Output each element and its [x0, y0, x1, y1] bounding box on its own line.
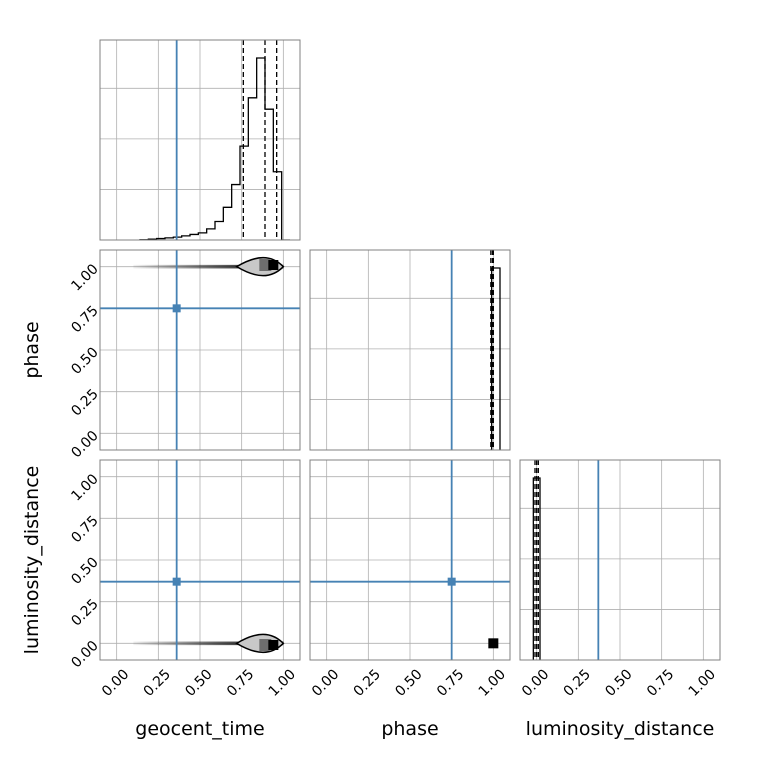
- x-tick-label: 0.25: [351, 666, 384, 699]
- x-axis-label-phase: phase: [381, 718, 438, 740]
- x-tick-label: 0.00: [519, 666, 552, 699]
- x-tick-label: 0.00: [309, 666, 342, 699]
- plot-area: [520, 460, 720, 660]
- x-tick-label: 0.75: [224, 666, 257, 699]
- y-tick-label: 0.75: [68, 303, 101, 336]
- truth-marker: [447, 577, 456, 586]
- y-tick-label: 0.25: [68, 386, 101, 419]
- posterior-mode-marker: [488, 638, 499, 649]
- plot-area: [310, 460, 510, 660]
- sample-density: [133, 641, 284, 646]
- diag-panel-phase: [309, 249, 511, 451]
- histogram-step: [139, 57, 290, 240]
- plot-area: [310, 250, 510, 450]
- x-tick-label: 0.00: [99, 666, 132, 699]
- sample-density: [133, 264, 284, 269]
- histogram-step: [490, 267, 501, 450]
- x-axis-label-geocent-time: geocent_time: [135, 718, 264, 740]
- diag-panel-geocent-time: [99, 39, 301, 241]
- truth-marker: [172, 304, 181, 313]
- panel-layer: 0.00 0.25 0.50 0.75 1.000.000.250.500.751.00…: [68, 39, 721, 700]
- plot-area: [100, 40, 300, 240]
- panel-frame: [99, 459, 301, 661]
- panel-frame: [309, 459, 511, 661]
- x-tick-label: 0.25: [561, 666, 594, 699]
- x-tick-label: 0.75: [434, 666, 467, 699]
- posterior-mode-marker: [268, 640, 279, 650]
- x-tick-label: 0.50: [182, 666, 215, 699]
- x-tick-label: 0.50: [602, 666, 635, 699]
- plot-area: [100, 250, 300, 450]
- y-tick-label: 1.00: [68, 471, 101, 504]
- axis-label-layer: geocent_time phase luminosity_distance p…: [21, 321, 714, 740]
- x-axis-label-luminosity-distance: luminosity_distance: [526, 718, 715, 740]
- posterior-mode-marker: [268, 260, 279, 270]
- x-tick-label: 0.50: [392, 666, 425, 699]
- y-tick-label: 0.00: [68, 638, 101, 671]
- panel-frame: [99, 39, 301, 241]
- truth-marker: [172, 577, 181, 586]
- x-tick-label: 1.00: [686, 666, 719, 699]
- panel-frame: [519, 459, 721, 661]
- x-tick-label: 0.75: [644, 666, 677, 699]
- y-tick-label: 0.25: [68, 596, 101, 629]
- pair-panel-geocent-time-luminosity-distance: 0.000.250.500.751.000.00 0.25 0.50 0.75 1.00: [68, 459, 301, 700]
- y-tick-label: 0.50: [68, 344, 101, 377]
- panel-frame: [309, 249, 511, 451]
- y-tick-label: 0.50: [68, 554, 101, 587]
- y-tick-label: 0.00: [68, 428, 101, 461]
- y-tick-label: 0.75: [68, 513, 101, 546]
- x-tick-label: 1.00: [266, 666, 299, 699]
- plot-area: [100, 460, 300, 660]
- y-tick-label: 1.00: [68, 261, 101, 294]
- diag-panel-luminosity-distance: 0.00 0.25 0.50 0.75 1.00: [519, 459, 721, 700]
- x-tick-label: 0.25: [141, 666, 174, 699]
- pair-panel-geocent-time-phase: 0.00 0.25 0.50 0.75 1.00: [68, 249, 301, 461]
- panel-frame: [99, 249, 301, 451]
- y-axis-label-luminosity-distance: luminosity_distance: [21, 466, 43, 655]
- x-tick-label: 1.00: [476, 666, 509, 699]
- pair-panel-phase-luminosity-distance: 0.00 0.25 0.50 0.75 1.00: [309, 459, 511, 700]
- y-axis-label-phase: phase: [21, 321, 43, 378]
